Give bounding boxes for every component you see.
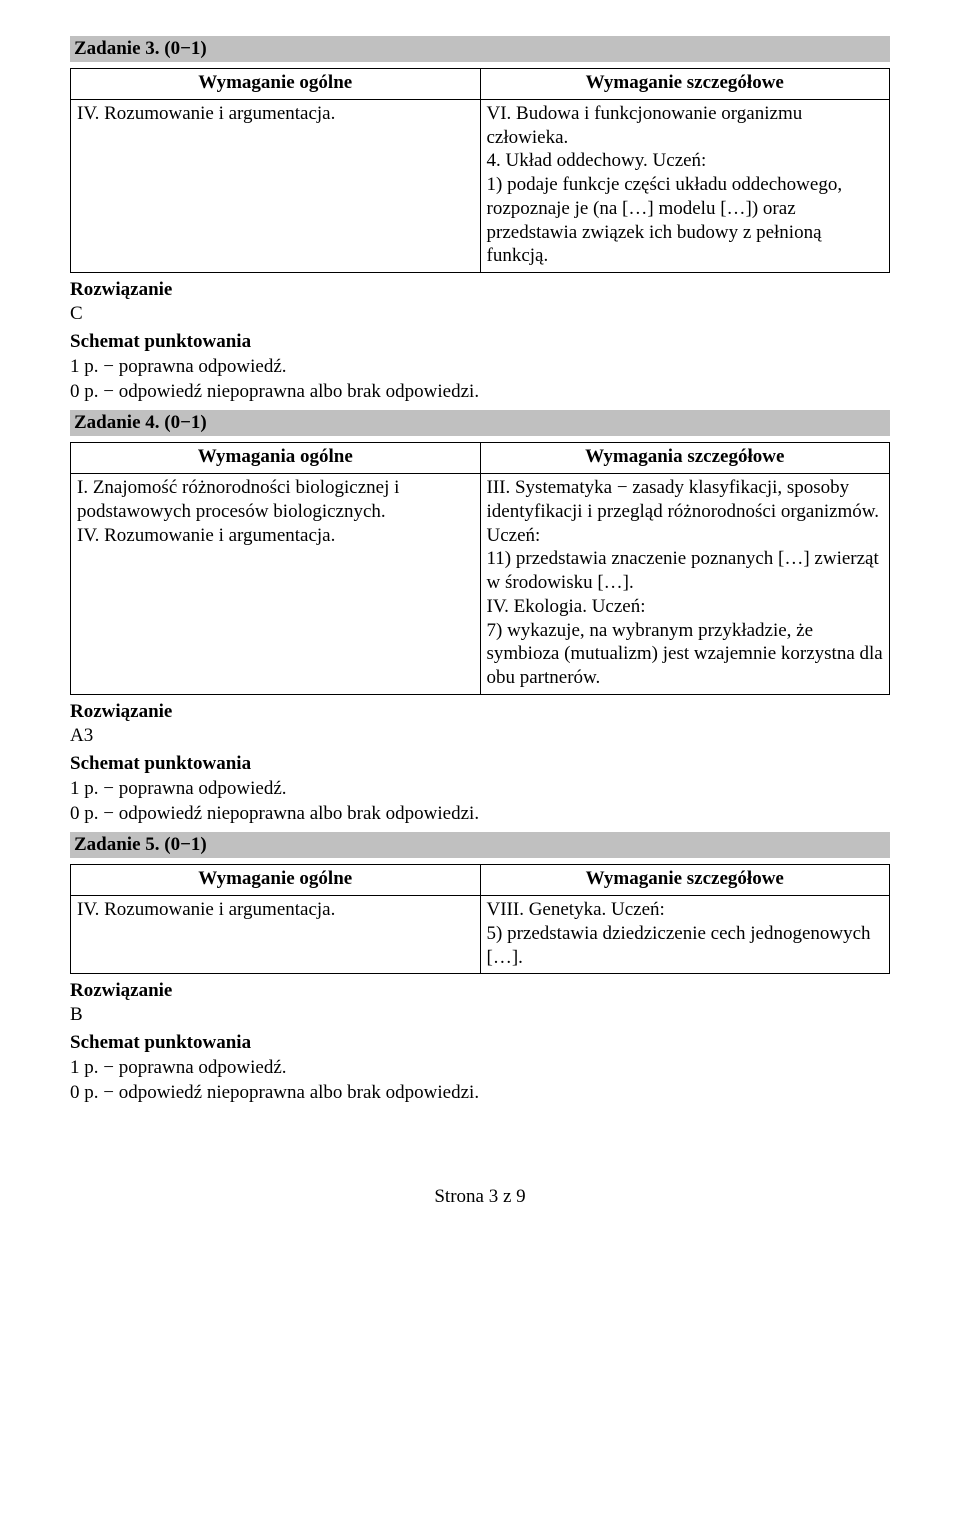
task3-left-header: Wymaganie ogólne (71, 69, 481, 100)
page-footer: Strona 3 z 9 (70, 1186, 890, 1208)
task5-scheme-label: Schemat punktowania (70, 1032, 890, 1054)
task5-right-body: VIII. Genetyka. Uczeń:5) przedstawia dzi… (480, 896, 890, 974)
task4-left-header: Wymagania ogólne (71, 443, 481, 474)
task3-solution-label: Rozwiązanie (70, 279, 890, 301)
task3-scheme-line-1: 1 p. − poprawna odpowiedź. (70, 355, 890, 380)
task5-left-body: IV. Rozumowanie i argumentacja. (71, 896, 481, 974)
task5-solution-label: Rozwiązanie (70, 980, 890, 1002)
task4-header: Zadanie 4. (0−1) (70, 410, 890, 436)
task3-solution-value: C (70, 303, 890, 325)
task4-right-header: Wymagania szczegółowe (480, 443, 890, 474)
task3-header: Zadanie 3. (0−1) (70, 36, 890, 62)
task3-right-header: Wymaganie szczegółowe (480, 69, 890, 100)
task4-scheme-label: Schemat punktowania (70, 753, 890, 775)
task5-right-header: Wymaganie szczegółowe (480, 865, 890, 896)
task5-scheme-line-1: 1 p. − poprawna odpowiedź. (70, 1056, 890, 1081)
task4-solution-value: A3 (70, 725, 890, 747)
page: Zadanie 3. (0−1) Wymaganie ogólne Wymaga… (0, 0, 960, 1238)
task4-left-body: I. Znajomość różnorodności biologicznej … (71, 474, 481, 695)
task5-requirements-table: Wymaganie ogólne Wymaganie szczegółowe I… (70, 864, 890, 974)
task5-solution-value: B (70, 1004, 890, 1026)
task4-right-body: III. Systematyka − zasady klasyfikacji, … (480, 474, 890, 695)
task3-scheme-label: Schemat punktowania (70, 331, 890, 353)
task5-header: Zadanie 5. (0−1) (70, 832, 890, 858)
task4-scheme-line-1: 1 p. − poprawna odpowiedź. (70, 777, 890, 802)
task5-scheme-line-0: 0 p. − odpowiedź niepoprawna albo brak o… (70, 1081, 890, 1106)
task4-solution-label: Rozwiązanie (70, 701, 890, 723)
task3-requirements-table: Wymaganie ogólne Wymaganie szczegółowe I… (70, 68, 890, 273)
task4-scheme-line-0: 0 p. − odpowiedź niepoprawna albo brak o… (70, 802, 890, 827)
task5-left-header: Wymaganie ogólne (71, 865, 481, 896)
task3-scheme-line-0: 0 p. − odpowiedź niepoprawna albo brak o… (70, 380, 890, 405)
task4-requirements-table: Wymagania ogólne Wymagania szczegółowe I… (70, 442, 890, 695)
task3-left-body: IV. Rozumowanie i argumentacja. (71, 99, 481, 272)
task3-right-body: VI. Budowa i funkcjonowanie organizmu cz… (480, 99, 890, 272)
